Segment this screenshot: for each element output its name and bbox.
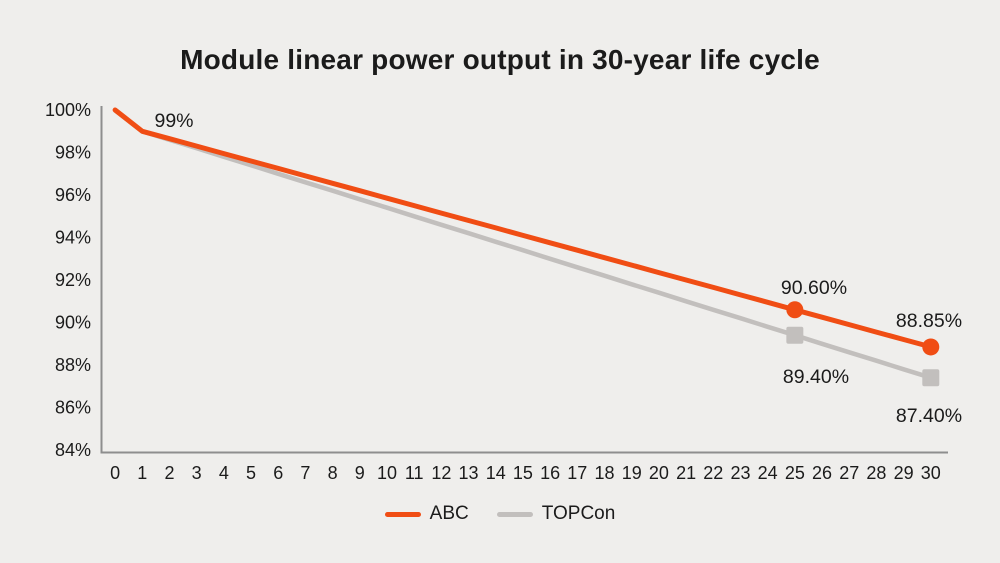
x-tick-label: 6 xyxy=(273,463,283,483)
x-tick-label: 3 xyxy=(192,463,202,483)
x-tick-label: 24 xyxy=(758,463,778,483)
x-tick-label: 8 xyxy=(328,463,338,483)
y-tick-label: 86% xyxy=(55,398,91,418)
x-tick-label: 17 xyxy=(567,463,587,483)
legend-item-topcon: TOPCon xyxy=(496,503,616,525)
abc-marker-year-30 xyxy=(922,338,940,356)
topcon-line xyxy=(112,107,934,380)
x-tick-label: 27 xyxy=(839,463,859,483)
x-tick-label: 30 xyxy=(921,463,941,483)
x-tick-label: 19 xyxy=(622,463,642,483)
data-label: 89.40% xyxy=(783,366,849,388)
y-tick-label: 92% xyxy=(55,270,91,290)
data-label: 88.85% xyxy=(896,310,962,332)
x-tick-label: 20 xyxy=(649,463,669,483)
x-tick-label: 14 xyxy=(486,463,506,483)
y-tick-label: 96% xyxy=(55,185,91,205)
topcon-line-swatch xyxy=(496,511,533,517)
x-tick-label: 15 xyxy=(513,463,533,483)
x-tick-label: 18 xyxy=(594,463,614,483)
x-tick-label: 25 xyxy=(785,463,805,483)
x-tick-label: 2 xyxy=(164,463,174,483)
x-tick-label: 9 xyxy=(355,463,365,483)
legend-item-abc: ABC xyxy=(384,503,469,525)
data-label: 87.40% xyxy=(896,405,962,427)
x-tick-label: 0 xyxy=(110,463,120,483)
x-tick-label: 7 xyxy=(300,463,310,483)
x-tick-label: 10 xyxy=(377,463,397,483)
data-label: 99% xyxy=(154,110,193,132)
legend-label-topcon: TOPCon xyxy=(541,503,616,524)
y-tick-label: 84% xyxy=(55,440,91,460)
data-label: 90.60% xyxy=(781,277,847,299)
x-tick-label: 5 xyxy=(246,463,256,483)
x-tick-label: 26 xyxy=(812,463,832,483)
x-tick-label: 12 xyxy=(431,463,451,483)
x-tick-label: 11 xyxy=(405,463,424,483)
y-tick-label: 98% xyxy=(55,143,91,163)
y-tick-label: 90% xyxy=(55,313,91,333)
abc-marker-year-25 xyxy=(786,301,804,319)
x-tick-label: 22 xyxy=(703,463,723,483)
y-tick-label: 88% xyxy=(55,355,91,375)
x-tick-label: 1 xyxy=(137,463,147,483)
legend: ABC TOPCon xyxy=(0,503,1000,525)
y-tick-label: 94% xyxy=(55,228,91,248)
abc-line-swatch xyxy=(384,511,421,517)
legend-label-abc: ABC xyxy=(429,503,469,524)
x-tick-label: 21 xyxy=(676,463,696,483)
x-tick-label: 29 xyxy=(894,463,914,483)
chart-title: Module linear power output in 30-year li… xyxy=(180,44,820,75)
x-tick-label: 13 xyxy=(459,463,479,483)
topcon-marker-year-30 xyxy=(922,369,940,387)
topcon-marker-year-25 xyxy=(786,326,804,344)
abc-line xyxy=(112,107,934,350)
x-tick-label: 4 xyxy=(219,463,229,483)
y-tick-label: 100% xyxy=(45,100,91,120)
x-tick-label: 23 xyxy=(730,463,750,483)
axis-lines xyxy=(100,106,948,454)
x-tick-label: 28 xyxy=(866,463,886,483)
x-tick-label: 16 xyxy=(540,463,560,483)
